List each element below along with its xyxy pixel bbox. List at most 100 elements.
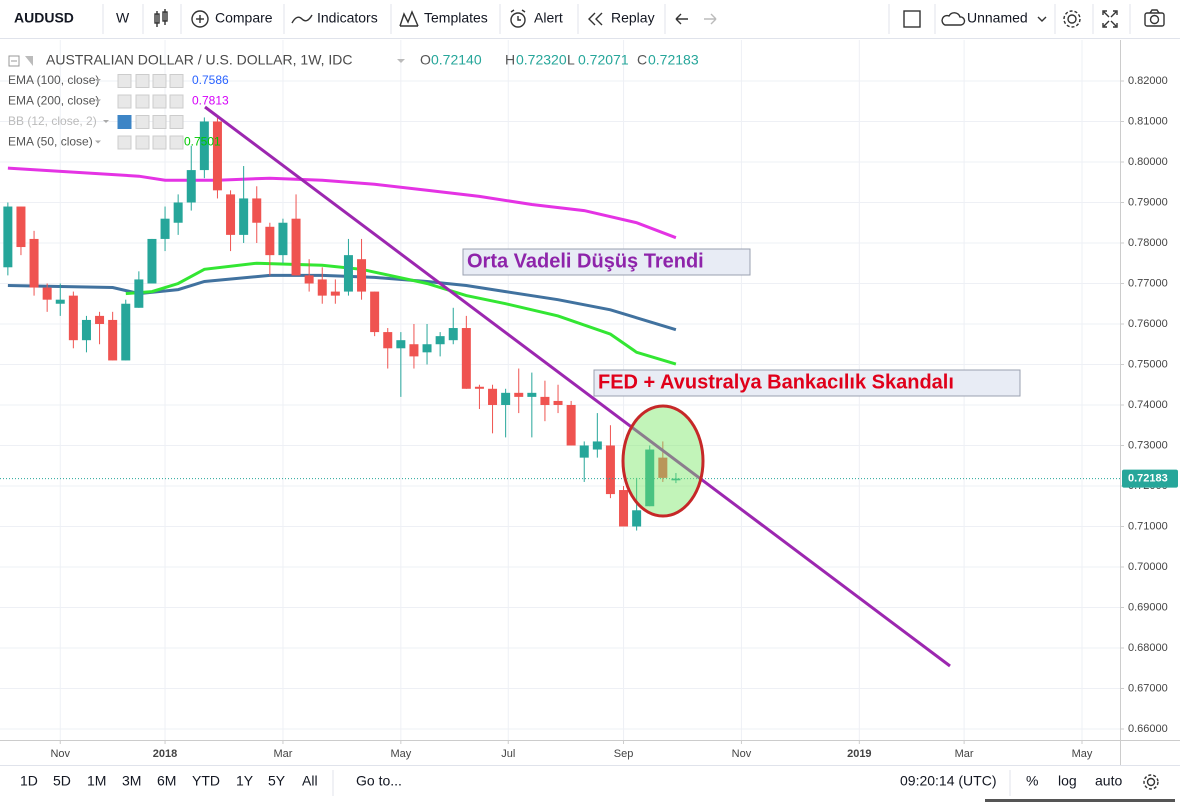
candle-body — [409, 344, 419, 357]
alert-icon[interactable] — [510, 9, 526, 28]
range-button[interactable]: 1D — [20, 773, 38, 789]
indicator-button[interactable] — [117, 135, 132, 150]
candle-body — [357, 259, 367, 292]
templates-button[interactable]: Templates — [424, 10, 488, 26]
redo-button[interactable] — [704, 13, 717, 25]
candle-body — [474, 386, 484, 389]
annotation-box[interactable] — [462, 248, 751, 276]
chart-style-icon[interactable] — [154, 9, 168, 27]
indicator-button[interactable] — [169, 115, 184, 129]
candle-body — [370, 291, 380, 333]
highlight-ellipse[interactable] — [621, 404, 705, 518]
y-tick-label: 0.71000 — [1128, 520, 1168, 532]
snapshot-button[interactable] — [1144, 9, 1165, 27]
y-tick-label: 0.73000 — [1128, 439, 1168, 451]
candle-body — [147, 238, 157, 284]
candle-body — [108, 319, 118, 361]
range-button[interactable]: 1Y — [236, 773, 254, 789]
indicator-button[interactable] — [152, 135, 167, 150]
collapse-toggle[interactable] — [8, 55, 20, 67]
indicator-button[interactable] — [135, 94, 150, 109]
range-button[interactable]: 1M — [87, 773, 106, 789]
candle-body — [579, 445, 589, 458]
candle-body — [330, 291, 340, 296]
candle-body — [501, 392, 511, 405]
indicators-button[interactable]: Indicators — [317, 10, 378, 26]
indicator-button[interactable] — [169, 74, 184, 88]
y-tick-label: 0.82000 — [1128, 75, 1168, 87]
undo-button[interactable] — [675, 13, 688, 25]
title-menu-arrow[interactable] — [397, 59, 405, 63]
interval[interactable]: W — [116, 10, 130, 26]
x-tick-label: Sep — [614, 748, 634, 760]
indicator-menu-arrow[interactable] — [95, 140, 101, 144]
indicator-button[interactable] — [152, 94, 167, 109]
candle-body — [239, 198, 249, 235]
candle-body — [343, 255, 353, 292]
bottom-bar: 1D 5D 1M 3M 6M YTD 1Y 5Y All% log auto — [20, 773, 1122, 789]
templates-icon[interactable] — [399, 10, 419, 27]
y-tick-label: 0.69000 — [1128, 601, 1168, 613]
candle-body — [317, 279, 327, 296]
settings-button[interactable] — [1063, 10, 1081, 28]
indicator-button[interactable] — [117, 115, 132, 129]
candle-body — [383, 332, 393, 349]
goto-button[interactable]: Go to... — [356, 773, 402, 789]
y-tick-label: 0.68000 — [1128, 642, 1168, 654]
indicator-button[interactable] — [169, 94, 184, 109]
symbol[interactable]: AUDUSD — [14, 10, 74, 26]
replay-button[interactable]: Replay — [611, 10, 655, 26]
scale-option[interactable]: log — [1058, 773, 1077, 789]
indicator-button[interactable] — [152, 115, 167, 129]
indicator-menu-arrow[interactable] — [95, 99, 101, 103]
indicator-name: BB (12, close, 2) — [8, 114, 97, 128]
scale-option[interactable]: auto — [1095, 773, 1122, 789]
trend-line[interactable] — [204, 105, 951, 668]
indicator-menu-arrow[interactable] — [95, 79, 101, 82]
alert-button[interactable]: Alert — [534, 10, 563, 26]
candle-body — [252, 198, 262, 223]
range-button[interactable]: 5D — [53, 773, 71, 789]
indicator-button[interactable] — [117, 74, 132, 88]
candle-body — [632, 510, 642, 527]
candle-body — [540, 396, 550, 405]
indicators-icon[interactable] — [291, 14, 313, 24]
annotation-text: FED + Avustralya Bankacılık Skandalı — [598, 371, 954, 393]
indicator-button[interactable] — [117, 94, 132, 109]
layout-name[interactable]: Unnamed — [967, 10, 1028, 26]
indicator-button[interactable] — [135, 74, 150, 88]
ohlc-value: 0.72071 — [578, 52, 629, 68]
indicator-name: EMA (200, close) — [8, 94, 99, 108]
layout-menu-arrow[interactable] — [1037, 16, 1047, 22]
scale-option[interactable]: % — [1026, 773, 1038, 789]
indicator-button[interactable] — [152, 74, 167, 88]
annotation-box[interactable] — [593, 369, 1021, 397]
select-layout-button[interactable] — [903, 10, 921, 28]
ohlc-key: H — [505, 52, 515, 68]
range-button[interactable]: 5Y — [268, 773, 286, 789]
scrollbar[interactable] — [985, 799, 1175, 802]
range-button[interactable]: YTD — [192, 773, 220, 789]
replay-icon[interactable] — [588, 12, 603, 26]
indicator-button[interactable] — [135, 135, 150, 150]
last-price-label: 0.72183 — [1128, 472, 1168, 484]
indicator-menu-arrow[interactable] — [103, 120, 109, 123]
compare-icon[interactable] — [191, 10, 209, 28]
indicator-button[interactable] — [169, 135, 184, 150]
indicator-button[interactable] — [135, 115, 150, 129]
annotation-text: Orta Vadeli Düşüş Trendi — [467, 250, 704, 272]
candle-body — [186, 170, 196, 203]
y-tick-label: 0.79000 — [1128, 196, 1168, 208]
range-button[interactable]: 3M — [122, 773, 141, 789]
range-button[interactable]: 6M — [157, 773, 176, 789]
ohlc-legend: O 0.72140 H 0.72320 L 0.72071 C 0.72183 — [420, 52, 699, 68]
ohlc-key: C — [637, 52, 647, 68]
chart-properties-button[interactable] — [1143, 774, 1159, 790]
candle-body — [435, 336, 445, 345]
compare-button[interactable]: Compare — [215, 10, 273, 26]
fullscreen-button[interactable] — [1102, 10, 1118, 28]
candle-body — [81, 319, 91, 341]
range-button[interactable]: All — [302, 773, 318, 789]
x-tick-label: 2018 — [153, 748, 177, 760]
